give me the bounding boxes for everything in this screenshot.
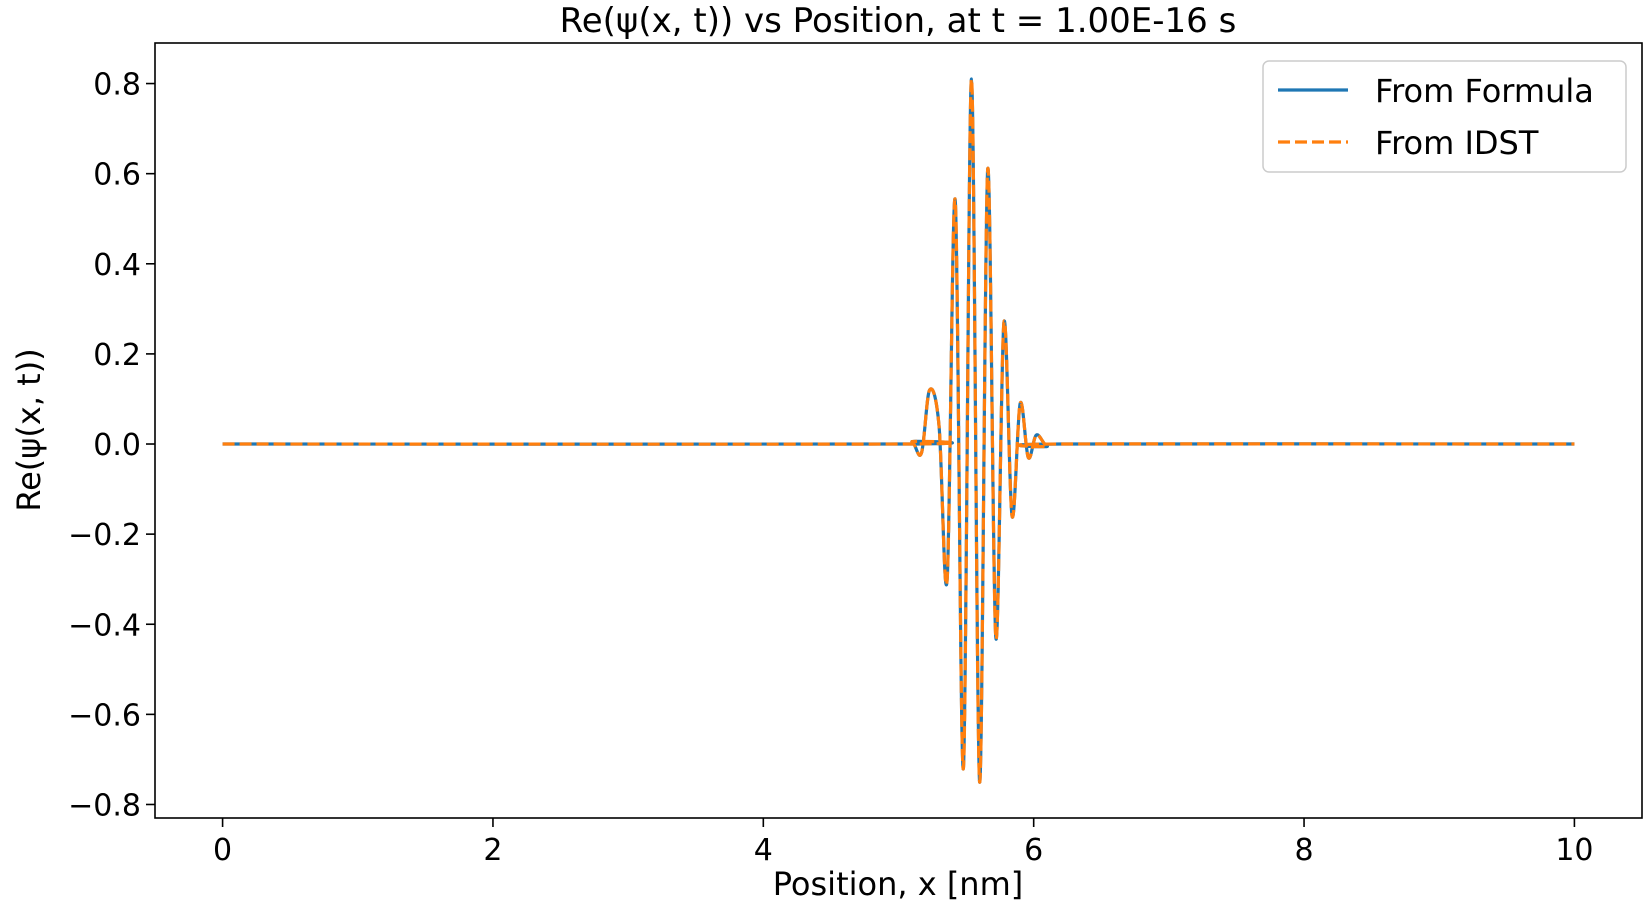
y-tick-label: −0.6 bbox=[68, 698, 141, 733]
x-tick-label: 6 bbox=[1024, 833, 1043, 868]
x-tick-label: 2 bbox=[483, 833, 502, 868]
y-tick-label: −0.8 bbox=[68, 788, 141, 823]
x-axis-label: Position, x [nm] bbox=[773, 865, 1023, 903]
chart-title: Re(ψ(x, t)) vs Position, at t = 1.00E-16… bbox=[560, 1, 1237, 41]
y-axis-label: Re(ψ(x, t)) bbox=[10, 348, 48, 511]
y-tick-label: 0.0 bbox=[93, 428, 141, 463]
legend: From Formula From IDST bbox=[1262, 60, 1627, 173]
x-tick-label: 0 bbox=[213, 833, 232, 868]
y-axis: 0.8 0.6 0.4 0.2 0.0 −0.2 −0.4 −0.6 −0.8 bbox=[68, 68, 155, 823]
y-tick-label: −0.2 bbox=[68, 518, 141, 553]
legend-label-formula: From Formula bbox=[1375, 72, 1594, 110]
series-line-formula bbox=[222, 77, 1575, 784]
y-tick-label: −0.4 bbox=[68, 608, 141, 643]
y-tick-label: 0.8 bbox=[93, 68, 141, 103]
x-tick-label: 4 bbox=[754, 833, 773, 868]
x-tick-label: 10 bbox=[1555, 833, 1593, 868]
series-line-idst bbox=[222, 77, 1575, 784]
y-tick-label: 0.2 bbox=[93, 338, 141, 373]
plot-frame bbox=[154, 42, 1643, 819]
y-tick-label: 0.4 bbox=[93, 248, 141, 283]
y-tick-label: 0.6 bbox=[93, 158, 141, 193]
x-tick-label: 8 bbox=[1294, 833, 1313, 868]
legend-box bbox=[1262, 60, 1627, 173]
x-axis: 0 2 4 6 8 10 bbox=[213, 818, 1594, 868]
series-layer bbox=[222, 77, 1575, 784]
legend-label-idst: From IDST bbox=[1375, 124, 1539, 162]
